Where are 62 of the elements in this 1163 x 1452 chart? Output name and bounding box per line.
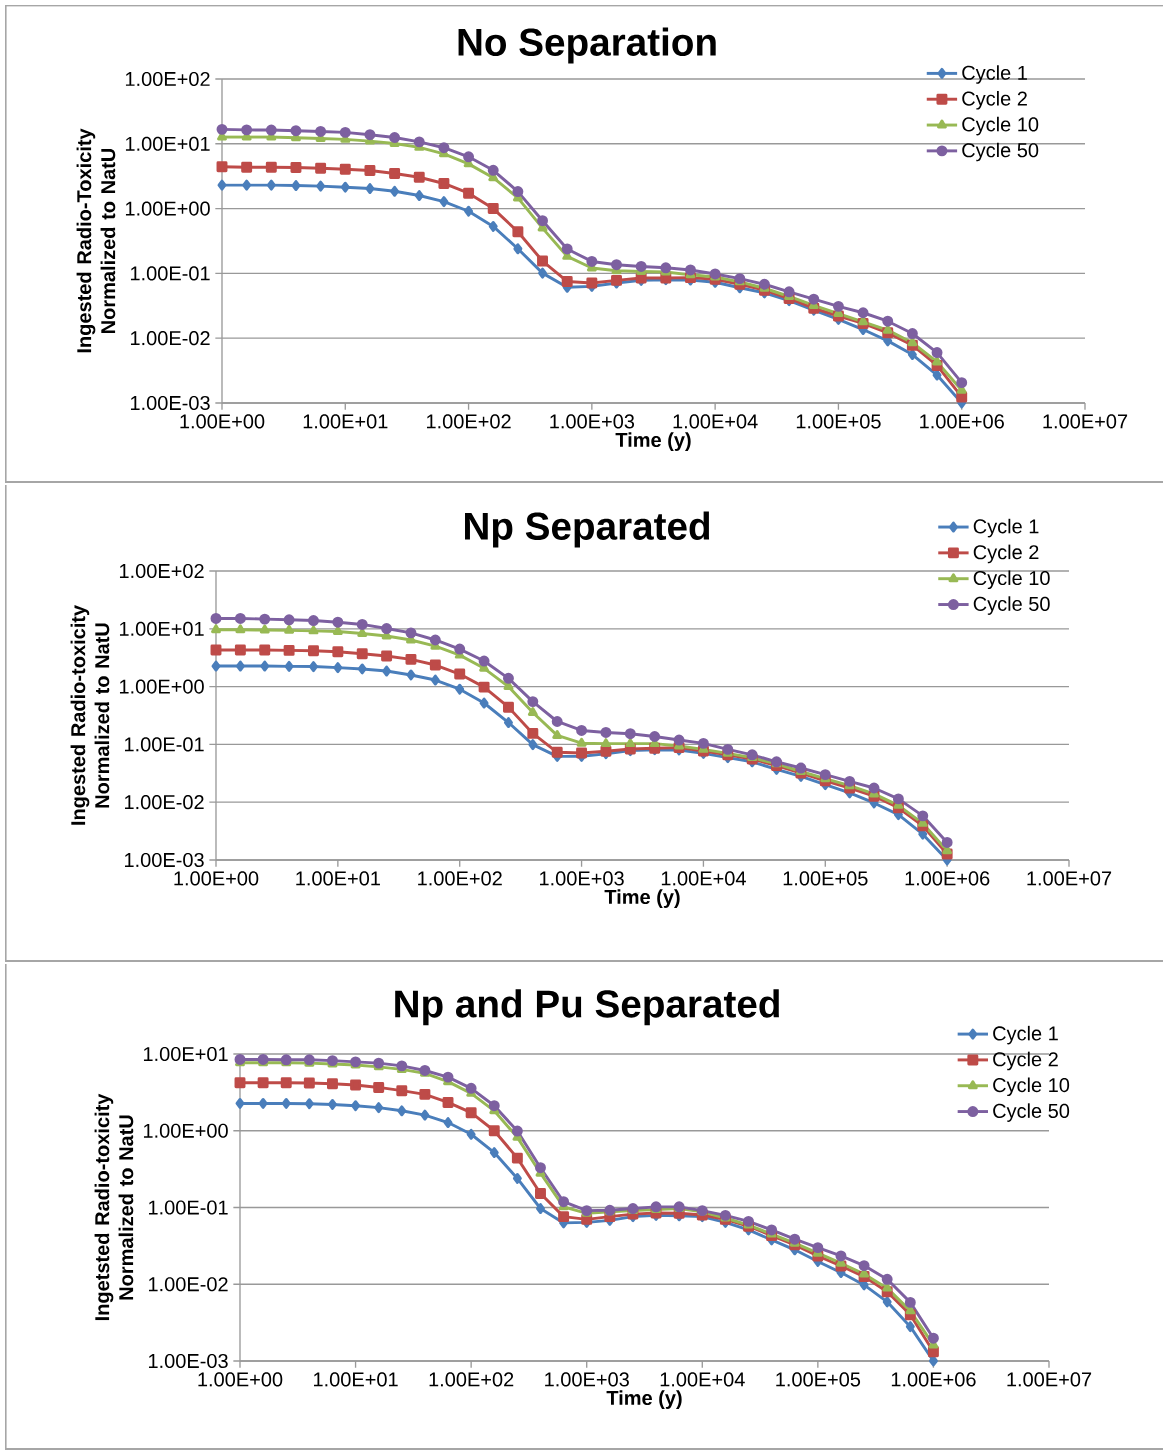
- y-tick-label: 1.00E-01: [130, 266, 210, 281]
- y-tick-label: 1.00E-02: [125, 795, 204, 810]
- legend-label: Cycle 50: [973, 596, 1050, 615]
- x-axis-title: Time (y): [604, 889, 680, 908]
- x-tick-label: 1.00E+00: [198, 1372, 283, 1387]
- x-tick-label: 1.00E+01: [303, 414, 388, 429]
- y-tick-label: 1.00E-01: [125, 737, 204, 752]
- x-tick-label: 1.00E+02: [418, 871, 502, 886]
- chart-title: No Separation: [458, 27, 716, 64]
- y-tick-label: 1.00E+01: [119, 621, 204, 636]
- y-tick-label: 1.00E-03: [130, 395, 210, 411]
- y-tick-label: 1.00E+00: [119, 679, 204, 694]
- y-tick-label: 1.00E-03: [125, 852, 204, 868]
- legend-label: Cycle 10: [962, 116, 1039, 136]
- x-tick-label: 1.00E+05: [796, 414, 881, 429]
- legend-label: Cycle 10: [993, 1077, 1070, 1097]
- x-tick-label: 1.00E+07: [1007, 1372, 1092, 1387]
- chart-title: Np and Pu Separated: [395, 989, 779, 1026]
- x-tick-label: 1.00E+01: [314, 1372, 398, 1387]
- x-tick-label: 1.00E+00: [174, 871, 259, 886]
- x-tick-label: 1.00E+02: [429, 1372, 514, 1387]
- legend-label: Cycle 2: [962, 90, 1027, 110]
- y-tick-label: 1.00E+02: [125, 71, 210, 87]
- legend-label: Cycle 1: [973, 518, 1039, 538]
- legend-label: Cycle 2: [973, 544, 1039, 564]
- y-tick-label: 1.00E-01: [148, 1200, 228, 1215]
- x-tick-label: 1.00E+01: [296, 871, 380, 886]
- x-tick-label: 1.00E+07: [1043, 414, 1128, 429]
- x-tick-label: 1.00E+03: [550, 414, 635, 429]
- legend-label: Cycle 50: [993, 1103, 1070, 1122]
- y-axis-title: Ingested Radio-Toxicity Normalized to NatU: [76, 128, 116, 353]
- x-tick-label: 1.00E+06: [920, 414, 1004, 429]
- chart-title: Np Separated: [465, 511, 710, 548]
- x-tick-label: 1.00E+04: [673, 414, 758, 429]
- x-tick-label: 1.00E+05: [783, 871, 868, 886]
- y-axis-title: Ingested Radio-toxicity Normalized to NatU: [70, 605, 110, 825]
- y-tick-label: 1.00E+00: [143, 1123, 228, 1138]
- x-axis-title: Time (y): [606, 1390, 682, 1409]
- x-tick-label: 1.00E+05: [776, 1372, 861, 1387]
- x-tick-label: 1.00E+06: [891, 1372, 976, 1387]
- x-tick-label: 1.00E+02: [427, 414, 511, 429]
- x-tick-label: 1.00E+03: [545, 1372, 629, 1387]
- legend-label: Cycle 1: [993, 1025, 1058, 1045]
- x-tick-label: 1.00E+07: [1027, 871, 1112, 886]
- y-tick-label: 1.00E-02: [130, 331, 210, 346]
- legend-label: Cycle 10: [973, 570, 1050, 590]
- legend-label: Cycle 50: [962, 142, 1039, 162]
- y-tick-label: 1.00E-03: [148, 1353, 228, 1369]
- y-tick-label: 1.00E+01: [143, 1046, 228, 1062]
- x-tick-label: 1.00E+04: [660, 1372, 745, 1387]
- x-tick-label: 1.00E+03: [540, 871, 624, 886]
- y-tick-label: 1.00E+02: [119, 563, 204, 579]
- legend-label: Cycle 1: [962, 65, 1027, 84]
- y-tick-label: 1.00E+00: [125, 201, 210, 216]
- x-tick-label: 1.00E+00: [180, 414, 265, 429]
- x-tick-label: 1.00E+06: [905, 871, 990, 886]
- y-tick-label: 1.00E-02: [148, 1277, 228, 1292]
- legend-label: Cycle 2: [993, 1051, 1058, 1071]
- x-tick-label: 1.00E+04: [661, 871, 746, 886]
- y-axis-title: Ingetsted Radio-toxicity Normalized to NatU: [94, 1093, 134, 1321]
- x-axis-title: Time (y): [615, 432, 691, 451]
- y-tick-label: 1.00E+01: [125, 136, 210, 151]
